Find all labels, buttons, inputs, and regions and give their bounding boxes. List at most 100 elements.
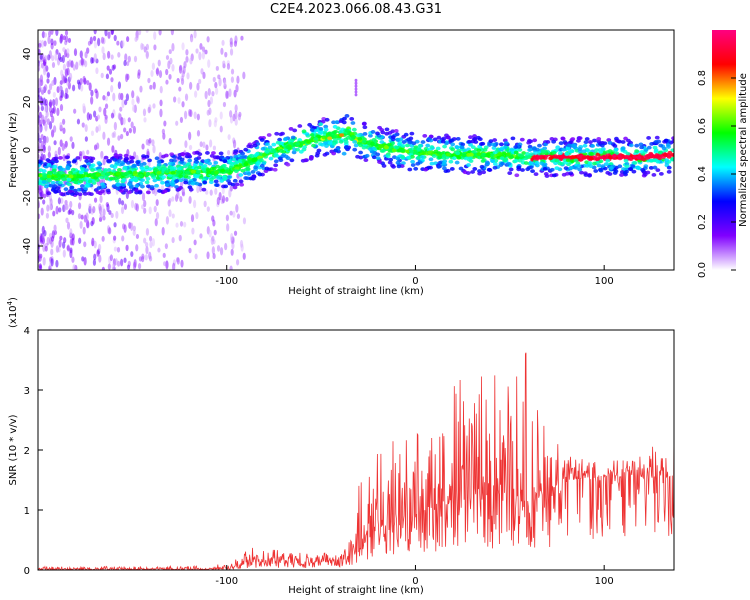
spectrogram-cell: [164, 243, 168, 250]
spectrogram-cell: [210, 236, 214, 246]
spectrogram-cell: [605, 158, 611, 163]
spectrogram-cell: [219, 125, 223, 133]
spectrogram-cell: [582, 143, 588, 148]
spectrogram-cell: [177, 170, 183, 175]
spectrogram-cell: [568, 171, 574, 176]
spectrogram-cell: [268, 156, 274, 161]
spectrogram-cell: [225, 197, 229, 202]
spectrogram-cell: [110, 112, 115, 119]
spectrogram-cell: [63, 187, 69, 192]
spectrogram-cell: [274, 131, 280, 136]
spectrogram-cell: [416, 147, 422, 151]
spectrogram-cell: [100, 36, 105, 44]
spectrogram-cell: [72, 64, 76, 71]
spectrogram-cell: [379, 149, 385, 153]
spectrogram-cell: [40, 207, 44, 216]
spectrogram-cell: [584, 163, 590, 168]
spectrogram-cell: [144, 180, 150, 185]
spectrogram-cell: [53, 40, 57, 46]
spectrogram-cell: [161, 164, 166, 169]
spectrogram-cell: [273, 152, 279, 157]
spectrogram-cell: [355, 154, 360, 159]
spectrogram-cell: [140, 166, 146, 171]
colorbar-label: Normalized spectral amplitude: [738, 73, 749, 227]
spectrogram-cell: [407, 140, 413, 145]
spectrogram-cell: [204, 49, 208, 55]
spectrogram-cell: [120, 133, 124, 140]
spectrogram-cell: [179, 196, 183, 203]
spectrogram-cell: [84, 136, 88, 142]
spectrogram-cell: [428, 157, 434, 162]
spectrogram-cell: [71, 209, 75, 216]
spectrogram-cell: [102, 215, 106, 221]
spectrogram-cell: [472, 167, 478, 171]
spectrogram-cell: [198, 78, 202, 85]
spectrogram-cell: [52, 210, 56, 217]
spectrogram-cell: [171, 236, 175, 244]
spectrogram-cell: [570, 155, 575, 160]
spectrogram-cell: [52, 98, 56, 107]
spectrogram-cell: [266, 133, 272, 137]
spectrogram-cell: [408, 149, 414, 154]
spectrogram-cell: [554, 158, 560, 163]
spectrogram-cell: [133, 177, 139, 182]
spectrogram-cell: [612, 153, 617, 158]
spectrogram-cell: [626, 138, 631, 143]
spectrogram-cell: [227, 150, 231, 156]
spectrogram-cell: [492, 138, 498, 142]
spectrogram-cell: [187, 158, 193, 163]
spectrogram-cell: [195, 48, 199, 54]
spectrogram-cell: [178, 234, 182, 242]
spectrogram-cell: [116, 246, 121, 253]
spectrogram-cell: [191, 227, 195, 235]
spectrogram-cell: [137, 263, 142, 270]
snr-y-ticks: 0 1 2 3 4: [24, 326, 43, 577]
spectrogram-cell: [196, 82, 200, 91]
spectrogram-cell: [456, 155, 462, 160]
spectrogram-cell: [124, 99, 128, 106]
spectrogram-cell: [426, 147, 432, 152]
spectrogram-cell: [520, 168, 525, 172]
spectrogram-cell: [587, 173, 592, 178]
spectrogram-cell: [488, 139, 494, 144]
spectrogram-cell: [354, 87, 358, 91]
spectrogram-cell: [206, 36, 210, 43]
spectrogram-cell: [492, 150, 498, 155]
spectrogram-cell: [264, 149, 270, 154]
spectrogram-cell: [442, 166, 447, 171]
spectrogram-cell: [387, 160, 393, 165]
spectrogram-cell: [579, 170, 584, 175]
spectrogram-cell: [144, 165, 150, 170]
spectrogram-cell: [175, 120, 179, 126]
spectrogram-cell: [655, 159, 661, 164]
spectrogram-cell: [377, 160, 382, 164]
spectrogram-cell: [334, 120, 340, 125]
spectrogram-cell: [47, 151, 51, 159]
spectrogram-cell: [160, 180, 165, 185]
spectrogram-cell: [59, 235, 63, 241]
spectrogram-cell: [42, 199, 46, 205]
spectrogram-cell: [96, 186, 102, 190]
spectrogram-cell: [78, 179, 84, 184]
spectrogram-cell: [178, 86, 182, 92]
y-tick-label: -40: [22, 238, 33, 254]
spectrogram-cell: [658, 143, 664, 148]
colorbar-tick-label: 0.8: [697, 70, 708, 86]
spectrogram-cell: [116, 167, 122, 172]
spectrogram-cell: [392, 155, 397, 160]
spectrogram-cell: [196, 130, 201, 137]
spectrogram-cell: [143, 207, 147, 214]
spectrogram-cell: [313, 137, 319, 141]
spectrogram-cell: [141, 192, 146, 202]
spectrogram-cell: [301, 129, 307, 134]
spectrogram-cell: [64, 92, 68, 100]
spectrogram-cell: [102, 208, 106, 217]
spectrogram-cell: [169, 152, 175, 157]
spectrogram-cell: [405, 143, 410, 148]
spectrogram-cell: [311, 143, 316, 148]
spectrogram-cell: [55, 186, 61, 191]
spectrogram-cell: [435, 146, 441, 151]
spectrogram-cell: [450, 147, 456, 152]
spectrogram-cell: [47, 89, 51, 95]
spectrogram-cell: [101, 266, 105, 270]
